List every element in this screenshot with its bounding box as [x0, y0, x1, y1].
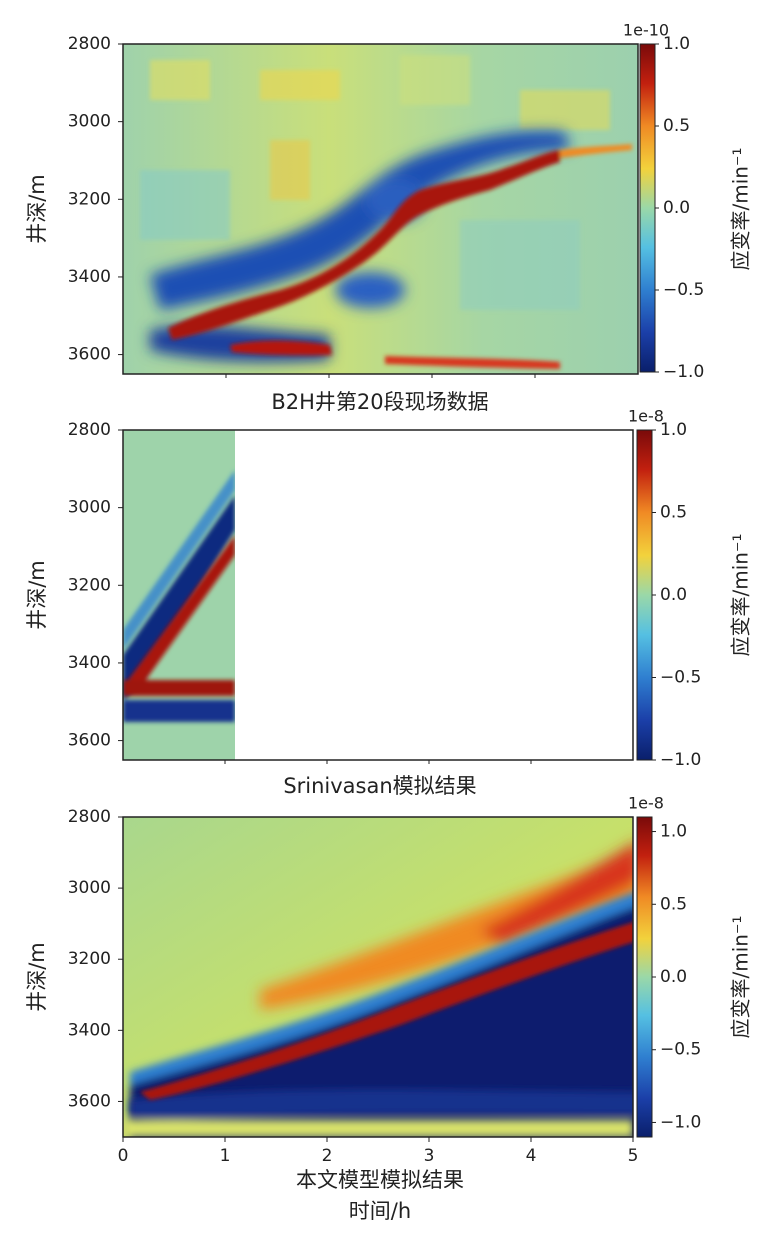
- panel-2-title: Srinivasan模拟结果: [283, 774, 476, 798]
- panel-3-ytick-label: 3000: [68, 878, 111, 898]
- colorbar-2-tick-label: 0.0: [660, 585, 687, 605]
- panel-2-ytick-label: 3400: [68, 653, 111, 673]
- colorbar-3-tick-label: 1.0: [660, 822, 687, 842]
- panel-1-frame: [122, 43, 639, 375]
- panel-3-upper-extension: [260, 844, 633, 1010]
- panel-1-ytick-label: 3600: [68, 345, 111, 365]
- panel-3-xtick-label: 4: [526, 1146, 537, 1166]
- colorbar-1-tick-label: −0.5: [663, 280, 704, 300]
- colorbar-3-tick-label: −1.0: [660, 1112, 701, 1132]
- colorbar-3-tick-label: 0.0: [660, 967, 687, 987]
- axis-labels-layer: 2800 3000 3200 3400 3600 井深/m 1.0 0.5 0.0 −0.5 −1.…: [25, 21, 753, 1224]
- panel-3-xtick-label: 5: [628, 1146, 639, 1166]
- panel-3-extension-band: [140, 922, 633, 1100]
- panel-2-frame: [122, 429, 634, 761]
- panel-1-ytick-label: 3400: [68, 267, 111, 287]
- panel-3-xtick-label: 0: [118, 1146, 129, 1166]
- panel-1-heatmap: [123, 44, 638, 374]
- panel-1-ytick-label: 2800: [68, 34, 111, 54]
- panel-1-title: B2H井第20段现场数据: [271, 390, 488, 414]
- colorbar-2-label: 应变率/min⁻¹: [729, 533, 753, 656]
- colorbar-1-tick-label: 0.5: [663, 116, 690, 136]
- panel-2-ytick-label: 2800: [68, 420, 111, 440]
- panel-3-xtick-label: 1: [220, 1146, 231, 1166]
- panel-3-heatmap: [123, 817, 633, 1137]
- panel-3-caption: 本文模型模拟结果: [296, 1168, 464, 1192]
- colorbar-1-tick-label: 0.0: [663, 198, 690, 218]
- panel-1-ytick-label: 3000: [68, 112, 111, 132]
- panel-3-xtick-label: 2: [322, 1146, 333, 1166]
- panel-2-ytick-label: 3000: [68, 498, 111, 518]
- colorbar-1-label: 应变率/min⁻¹: [729, 147, 753, 270]
- panel-1-noise: [140, 55, 610, 310]
- panel-3-lower-band: [123, 1089, 633, 1137]
- panel-3-ylabel: 井深/m: [25, 942, 49, 1012]
- colorbar-2-tick-label: −0.5: [660, 668, 701, 688]
- panel-1-ytick-label: 3200: [68, 189, 111, 209]
- colorbar-3-label: 应变率/min⁻¹: [729, 915, 753, 1038]
- colorbar-3-tick-label: −0.5: [660, 1040, 701, 1060]
- panel-2-ytick-label: 3600: [68, 731, 111, 751]
- panel-3-ytick-label: 3600: [68, 1091, 111, 1111]
- colorbar-2-tick-label: 1.0: [660, 420, 687, 440]
- panel-2-ylabel: 井深/m: [25, 560, 49, 630]
- panel-2-mask: [235, 430, 633, 760]
- panel-2-ytick-label: 3200: [68, 575, 111, 595]
- panel-3-xlabel: 时间/h: [349, 1199, 411, 1223]
- colorbar-3-tick-label: 0.5: [660, 894, 687, 914]
- panel-3-ytick-label: 3200: [68, 949, 111, 969]
- colorbar-3-scale: 1e-8: [628, 794, 664, 813]
- colorbar-2-scale: 1e-8: [628, 407, 664, 426]
- panel-2-heatmap: [123, 430, 633, 760]
- colorbar-1-tick-label: −1.0: [663, 362, 704, 382]
- colorbar-2: [636, 429, 653, 761]
- panel-2-compression-band: [123, 470, 235, 722]
- panel-3-ytick-label: 2800: [68, 807, 111, 827]
- colorbar-1: [639, 43, 656, 373]
- colorbar-1-tick-label: 1.0: [663, 34, 690, 54]
- colorbar-3: [636, 816, 653, 1138]
- panel-2-extension-band: [123, 535, 235, 696]
- colorbar-2-tick-label: −1.0: [660, 750, 701, 770]
- colorbar-2-tick-label: 0.5: [660, 503, 687, 523]
- panel-1-extension-band: [168, 144, 632, 369]
- panel-1-ylabel: 井深/m: [25, 174, 49, 244]
- colorbar-1-scale: 1e-10: [623, 21, 669, 40]
- panel-3-ytick-label: 3400: [68, 1020, 111, 1040]
- panel-3-xtick-label: 3: [424, 1146, 435, 1166]
- panel-3-frame: [122, 816, 634, 1138]
